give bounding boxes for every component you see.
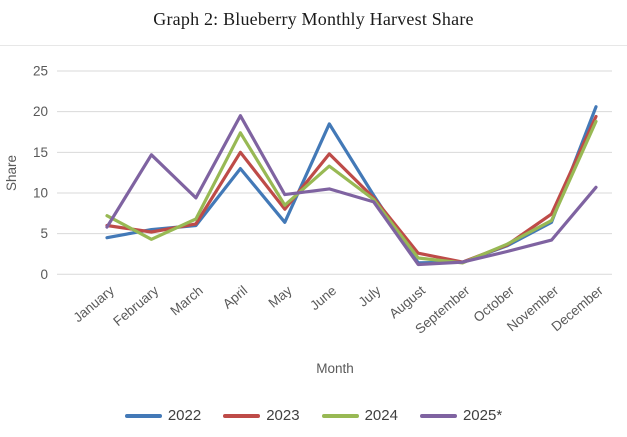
x-tick-label: May	[266, 283, 295, 311]
series-line-2025	[105, 114, 598, 267]
y-tick-label: 20	[33, 104, 48, 119]
title-divider	[0, 45, 627, 46]
legend-line-swatch	[124, 413, 162, 418]
legend-item-2022: 2022	[124, 407, 202, 424]
x-tick-label: April	[220, 283, 250, 312]
x-tick-label: February	[110, 283, 161, 329]
y-axis-title: Share	[4, 155, 19, 191]
legend-label: 2024	[364, 407, 398, 424]
chart-legend: 2022 2023 2024 2025*	[0, 407, 627, 424]
legend-label: 2022	[167, 407, 202, 424]
legend-line-swatch	[419, 413, 457, 418]
y-tick-label: 25	[33, 64, 48, 79]
y-tick-label: 5	[40, 226, 48, 241]
x-tick-label: June	[307, 283, 339, 313]
series-line-2023	[105, 114, 598, 264]
legend-item-2025: 2025*	[419, 407, 503, 424]
y-tick-label: 15	[33, 145, 48, 160]
legend-label: 2025*	[462, 407, 503, 424]
x-axis-title: Month	[316, 361, 354, 376]
y-tick-label: 10	[33, 185, 48, 200]
legend-item-2024: 2024	[321, 407, 398, 424]
chart-title: Graph 2: Blueberry Monthly Harvest Share	[153, 9, 474, 29]
legend-line-swatch	[223, 413, 261, 418]
series-line-2024	[105, 119, 598, 265]
x-tick-label: July	[356, 283, 384, 310]
x-tick-label: March	[167, 283, 205, 319]
legend-item-2023: 2023	[223, 407, 300, 424]
legend-label: 2023	[266, 407, 300, 424]
x-tick-label: August	[386, 283, 428, 322]
legend-line-swatch	[321, 413, 359, 418]
y-tick-label: 0	[40, 267, 48, 282]
